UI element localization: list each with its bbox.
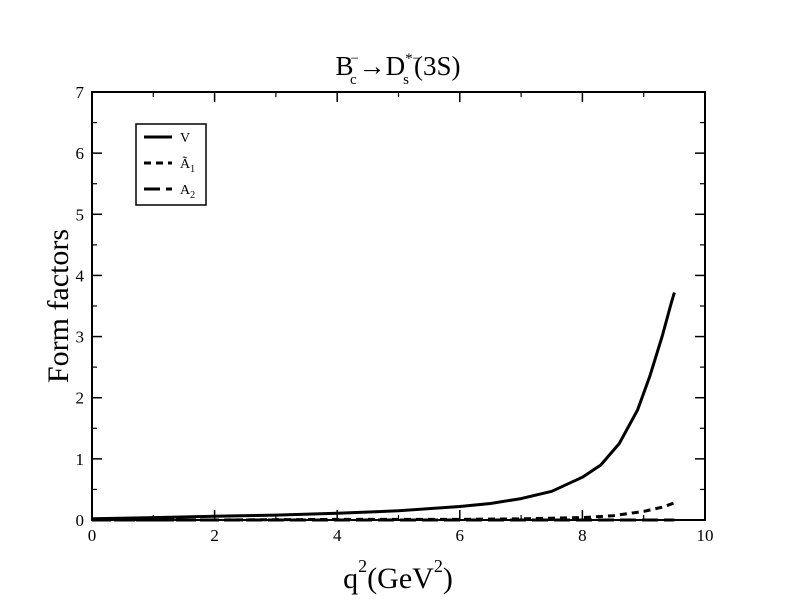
chart-title: B− c→D*− s (3S) — [336, 51, 461, 88]
legend-label-0: V — [180, 131, 190, 146]
y-axis-ticks: 0 1 2 3 4 5 6 7 — [76, 83, 705, 530]
legend: V Ã1 A2 — [135, 123, 207, 206]
y-tick-label-2: 2 — [76, 389, 85, 408]
x-tick-label-3: 6 — [456, 526, 465, 545]
title-state: (3S) — [414, 51, 461, 81]
x-axis-ticks: 0 2 4 6 8 10 — [88, 92, 714, 545]
x-axis-title-unit: (GeV — [367, 562, 434, 595]
x-axis-title: q2(GeV2) — [343, 556, 453, 595]
x-tick-label-4: 8 — [578, 526, 587, 545]
x-axis-title-q: q — [343, 562, 358, 595]
y-tick-label-5: 5 — [76, 205, 85, 224]
title-d-subscript: s — [403, 72, 409, 88]
title-b: B — [336, 51, 354, 81]
title-d-superscript: *− — [405, 51, 421, 67]
y-axis-title: Form factors — [42, 229, 75, 383]
title-b-superscript: − — [351, 51, 359, 67]
y-tick-label-3: 3 — [76, 328, 85, 347]
x-axis-title-q-exponent: 2 — [358, 556, 367, 576]
series-layer — [91, 292, 676, 522]
title-b-subscript: c — [350, 72, 357, 88]
x-tick-label-5: 10 — [697, 526, 714, 545]
title-arrow: → — [359, 51, 386, 81]
y-tick-label-7: 7 — [76, 83, 85, 102]
legend-label-1: Ã1 — [180, 156, 195, 175]
legend-label-2: A2 — [180, 183, 195, 201]
x-axis-title-unit-exponent: 2 — [434, 556, 443, 576]
y-tick-label-1: 1 — [76, 450, 85, 469]
x-tick-label-2: 4 — [333, 526, 342, 545]
series-line-0 — [91, 292, 676, 521]
y-tick-label-0: 0 — [76, 511, 85, 530]
title-d: D — [386, 51, 406, 81]
y-tick-label-6: 6 — [76, 144, 85, 163]
x-axis-title-close: ) — [443, 562, 453, 595]
x-tick-label-0: 0 — [88, 526, 97, 545]
x-tick-label-1: 2 — [210, 526, 219, 545]
y-tick-label-4: 4 — [76, 266, 85, 285]
